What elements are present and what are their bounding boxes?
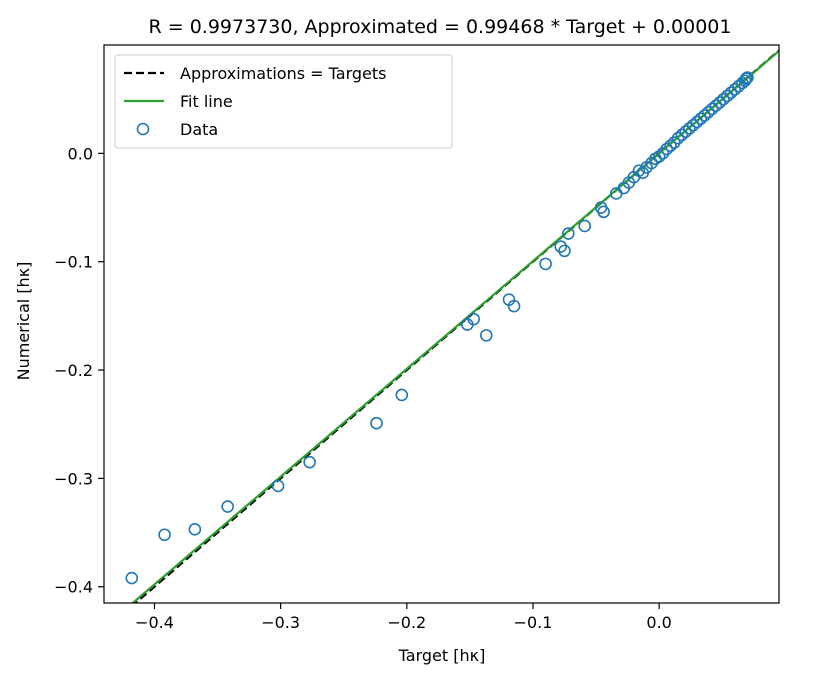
data-point bbox=[683, 122, 696, 135]
data-point bbox=[720, 89, 734, 103]
data-point bbox=[395, 388, 409, 402]
data-point bbox=[705, 102, 719, 116]
legend-label: Fit line bbox=[180, 92, 233, 111]
chart-title: R = 0.9973730, Approximated = 0.99468 * … bbox=[149, 16, 732, 38]
y-tick-label: −0.1 bbox=[54, 253, 93, 272]
data-point bbox=[558, 244, 571, 258]
data-point bbox=[554, 240, 568, 253]
data-point bbox=[739, 72, 753, 85]
y-tick-label: −0.2 bbox=[54, 361, 93, 380]
x-tick-label: −0.4 bbox=[135, 613, 174, 632]
data-point bbox=[694, 112, 708, 125]
data-point bbox=[507, 299, 521, 313]
y-axis-label: Numerical [hκ] bbox=[14, 262, 33, 381]
data-point bbox=[675, 128, 689, 142]
y-tick-label: −0.4 bbox=[54, 578, 93, 597]
data-point bbox=[539, 257, 552, 271]
data-point bbox=[713, 96, 727, 109]
data-point bbox=[479, 329, 493, 342]
x-tick-label: −0.2 bbox=[387, 613, 426, 632]
data-point bbox=[667, 136, 681, 149]
data-point bbox=[597, 205, 610, 219]
y-tick-label: 0.0 bbox=[68, 144, 93, 163]
data-point bbox=[679, 125, 692, 138]
data-points bbox=[125, 71, 754, 585]
data-point bbox=[370, 416, 383, 430]
legend-label: Data bbox=[180, 120, 218, 139]
data-point bbox=[671, 131, 685, 145]
data-point bbox=[698, 109, 711, 122]
data-point bbox=[724, 86, 738, 99]
data-point bbox=[578, 219, 592, 233]
x-tick-label: −0.1 bbox=[514, 613, 553, 632]
data-point bbox=[717, 92, 730, 106]
data-point bbox=[652, 150, 666, 163]
series-lines bbox=[131, 49, 779, 603]
data-point bbox=[728, 83, 742, 96]
legend-box bbox=[114, 54, 453, 149]
data-point bbox=[467, 312, 480, 326]
data-point bbox=[271, 479, 285, 493]
data-point bbox=[645, 156, 658, 170]
x-tick-label: −0.3 bbox=[261, 613, 300, 632]
data-point bbox=[303, 455, 316, 469]
fit-line bbox=[131, 50, 779, 603]
x-axis-label: Target [hκ] bbox=[398, 646, 486, 665]
legend: Approximations = Targets Fit line Data bbox=[114, 54, 453, 149]
data-point bbox=[158, 528, 171, 542]
data-point bbox=[561, 227, 575, 240]
plot-frame bbox=[103, 44, 780, 604]
plot-area: −0.4 −0.3 −0.2 −0.1 0.0 −0.4 −0.3 −0.2 −0.1 0.0 bbox=[54, 44, 780, 632]
data-point bbox=[656, 147, 670, 160]
data-point bbox=[188, 523, 202, 536]
legend-label: Approximations = Targets bbox=[180, 64, 386, 83]
data-point bbox=[702, 105, 715, 119]
data-point bbox=[741, 71, 754, 84]
data-point bbox=[709, 99, 723, 112]
y-tick-label: −0.3 bbox=[54, 469, 93, 488]
data-point bbox=[686, 118, 700, 132]
data-point bbox=[660, 142, 674, 156]
x-tick-label: 0.0 bbox=[646, 613, 671, 632]
legend-marker-data bbox=[136, 122, 150, 136]
data-point bbox=[690, 115, 704, 129]
data-point bbox=[664, 139, 677, 153]
data-point bbox=[125, 571, 139, 585]
data-point bbox=[221, 500, 234, 513]
